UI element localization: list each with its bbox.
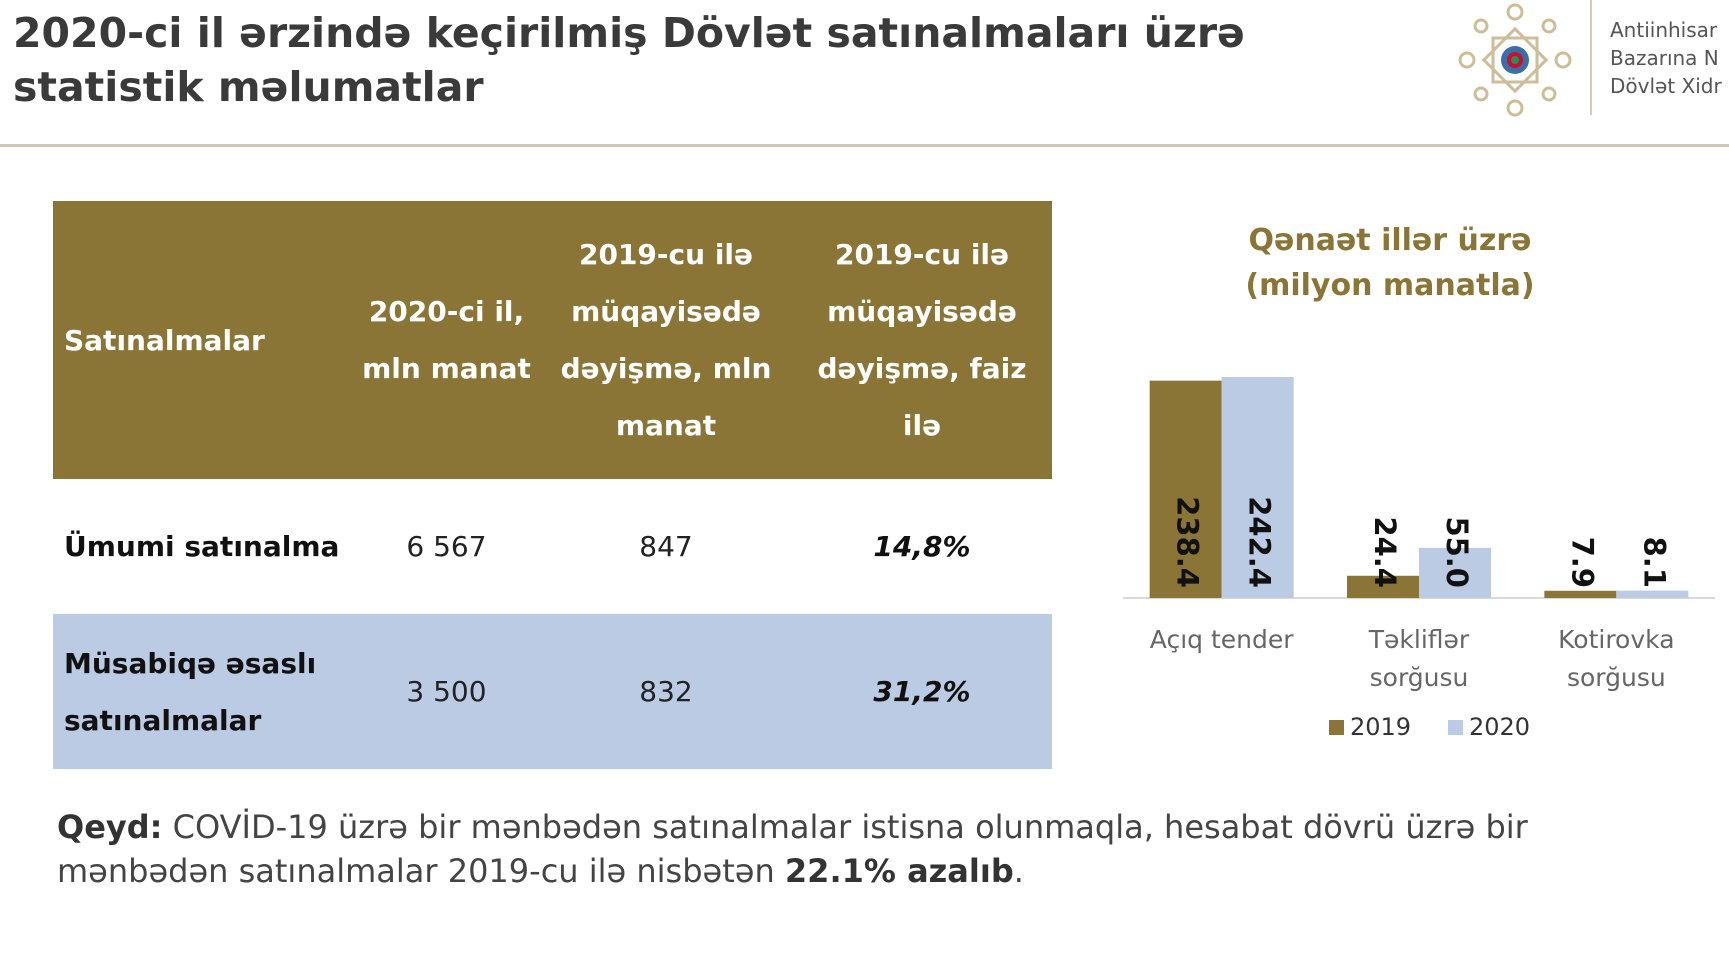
column-header: 2020-ci il, mln manat (353, 201, 540, 479)
cell: 3 500 (353, 614, 540, 769)
cell: 832 (540, 614, 792, 769)
org-name: Dövlət Xidr (1610, 74, 1722, 98)
legend-swatch (1329, 719, 1344, 735)
stats-table: Satınalmalar 2020-ci il, mln manat 2019-… (53, 201, 1052, 769)
note: Qeyd: COVİD-19 üzrə bir mənbədən satınal… (57, 805, 1707, 893)
data-label: 8.1 (1637, 537, 1671, 588)
x-tick-label: Kotirovka sorğusu (1558, 625, 1675, 692)
bar (1347, 575, 1419, 598)
cell: 6 567 (353, 479, 540, 614)
org-name: Antiinhisar (1610, 18, 1718, 42)
note-label: Qeyd: (57, 808, 163, 846)
data-label: 7.9 (1565, 537, 1599, 588)
divider (1590, 0, 1592, 115)
data-label: 55.0 (1440, 516, 1474, 588)
chart-title: Qənaət illər üzrə (milyon manatla) (1245, 223, 1535, 303)
chart: 238.4 242.4 24.4 55.0 7.9 8.1 (1123, 377, 1715, 599)
data-label: 242.4 (1243, 496, 1277, 588)
legend-label: 2020 (1469, 713, 1531, 741)
logo (1458, 3, 1572, 117)
column-header: Satınalmalar (53, 201, 353, 479)
row-label: Müsabiqə əsaslı satınalmalar (53, 614, 353, 769)
column-header: 2019-cu ilə müqayisədə dəyişmə, faiz ilə (792, 201, 1052, 479)
legend-label: 2019 (1350, 713, 1412, 741)
note-emphasis: 22.1% azalıb (784, 852, 1014, 890)
legend-swatch (1448, 719, 1463, 735)
data-label: 238.4 (1171, 496, 1205, 588)
x-tick-label: Təkliflər sorğusu (1368, 625, 1470, 692)
bar (1616, 590, 1689, 598)
column-header: 2019-cu ilə müqayisədə dəyişmə, mln mana… (540, 201, 792, 479)
page-title: 2020-ci il ərzində keçirilmiş Dövlət sat… (13, 9, 1245, 111)
cell: 847 (540, 479, 792, 614)
legend-item: 2020 (1448, 713, 1530, 741)
x-tick-label: Açıq tender (1149, 625, 1294, 654)
bar (1419, 547, 1491, 598)
org-name: Bazarına N (1610, 46, 1719, 70)
cell: 31,2% (792, 614, 1052, 769)
row-label: Ümumi satınalma (53, 479, 353, 614)
header-rule (0, 144, 1729, 147)
data-label: 24.4 (1368, 516, 1402, 588)
note-text: COVİD-19 üzrə bir mənbədən satınalmalar … (57, 808, 1528, 890)
bar (1149, 380, 1222, 598)
bar (1221, 377, 1294, 598)
legend-item: 2019 (1329, 713, 1411, 741)
bar (1544, 590, 1617, 598)
cell: 14,8% (792, 479, 1052, 614)
note-end: . (1013, 852, 1024, 890)
